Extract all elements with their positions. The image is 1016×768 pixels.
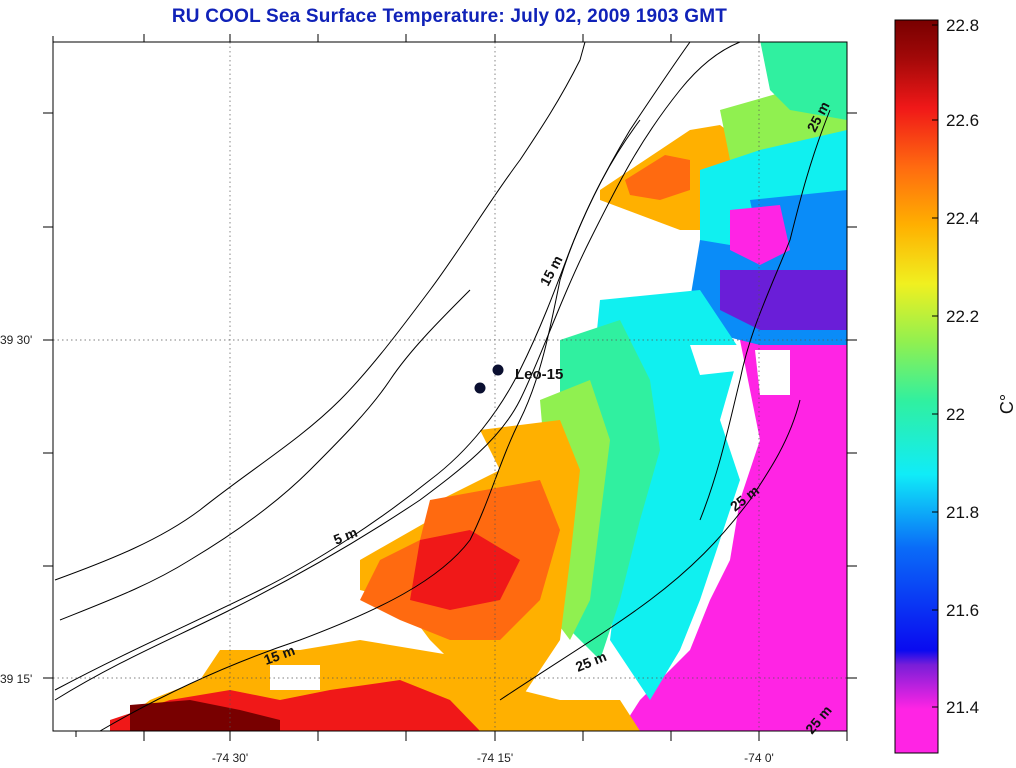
sst-cloud-gap <box>690 345 745 375</box>
isobath-label: 15 m <box>537 253 566 289</box>
colorbar <box>894 19 939 754</box>
sst-region-pink <box>620 340 847 731</box>
colorbar-tick-label: 22.8 <box>946 16 979 35</box>
graticule <box>53 42 847 731</box>
map-title: RU COOL Sea Surface Temperature: July 02… <box>171 6 728 27</box>
lat-label-39-30: 39 30' <box>0 333 32 347</box>
coastline-mainland <box>54 42 586 581</box>
colorbar-unit: C° <box>997 394 1016 414</box>
colorbar-tick-label: 22.2 <box>946 307 979 326</box>
sst-cloud-gap <box>755 350 790 395</box>
colorbar-tick-label: 21.8 <box>946 503 979 522</box>
isobath-15m <box>99 42 691 731</box>
sst-cloud-gap <box>270 665 320 690</box>
sst-region-north-pink <box>730 205 790 265</box>
lon-label-74-15: -74 15' <box>477 751 513 765</box>
isobath-label: 5 m <box>331 524 359 548</box>
colorbar-tick-label: 21.4 <box>946 698 979 717</box>
isobath-25m-a <box>499 399 801 701</box>
station-marker <box>492 364 504 376</box>
coastline-barrier-island <box>54 42 741 701</box>
colorbar-tick-label: 22.4 <box>946 209 979 228</box>
sst-region-red <box>410 530 520 610</box>
station-label: Leo-15 <box>515 366 563 383</box>
coastline-layer <box>54 42 831 731</box>
sst-region-north-teal <box>760 42 847 120</box>
sst-pixel-layer <box>110 42 847 731</box>
isobath-25m-b <box>699 109 831 521</box>
station-marker <box>474 382 486 394</box>
colorbar-tick-label: 22.6 <box>946 111 979 130</box>
coastline-bay <box>59 289 471 621</box>
colorbar-tick-label: 21.6 <box>946 601 979 620</box>
sst-region-north-red <box>625 155 690 200</box>
sst-region-darkred <box>130 700 280 731</box>
colorbar-tick-label: 22 <box>946 405 965 424</box>
sst-region-violet <box>720 270 847 330</box>
lat-label-39-15: 39 15' <box>0 672 32 686</box>
isobath-label: 25 m <box>573 648 609 675</box>
colorbar-ticks <box>932 24 938 708</box>
lon-label-74-30: -74 30' <box>212 751 248 765</box>
map-frame <box>52 41 848 732</box>
lon-label-74-0: -74 0' <box>744 751 774 765</box>
axis-ticks <box>43 34 857 741</box>
